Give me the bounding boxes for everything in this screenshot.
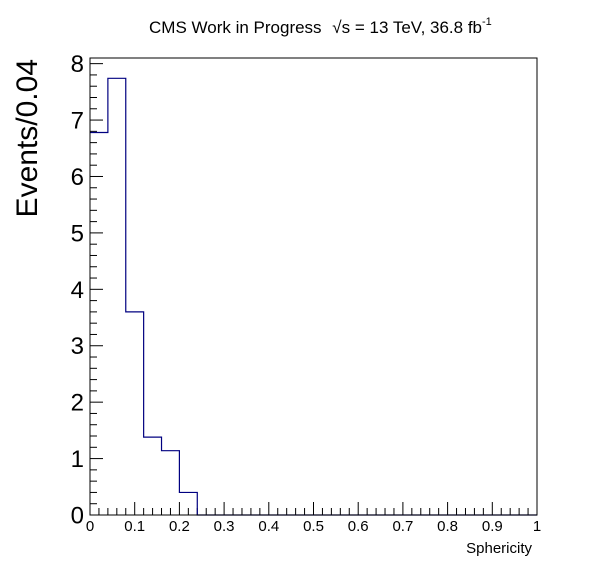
histogram-bin [144, 437, 162, 515]
y-tick-label: 4 [71, 277, 84, 304]
histogram-bins [90, 77, 537, 516]
x-tick-label: 0.4 [258, 518, 279, 535]
x-tick-label: 0.5 [303, 518, 324, 535]
x-tick-label: 0.7 [392, 518, 413, 535]
y-tick-label: 7 [71, 108, 84, 135]
y-tick-label: 3 [71, 333, 84, 360]
axis-ticks [89, 63, 538, 516]
axis-tick-labels: 0 0.1 0.2 0.3 0.4 0.5 0.6 0.7 0.8 0.9 1 0 1 2 3 4 5 6 7 8 [71, 51, 542, 535]
y-tick-label: 6 [71, 164, 84, 191]
y-tick-label: 2 [71, 390, 84, 417]
x-tick-label: 1 [533, 518, 541, 535]
y-axis-label: Events/0.04 [11, 59, 44, 217]
plot-frame [89, 57, 538, 516]
histogram-bin [90, 132, 108, 515]
histogram-bin [126, 312, 144, 515]
y-tick-label: 0 [71, 503, 84, 530]
histogram-step-line [90, 77, 537, 516]
histogram-bin [162, 451, 180, 515]
y-tick-label: 8 [71, 51, 84, 78]
x-axis-label: Sphericity [466, 540, 532, 557]
title-sqrt-s: √s [332, 18, 350, 37]
chart-title: CMS Work in Progress √s = 13 TeV, 36.8 f… [149, 16, 492, 37]
x-tick-label: 0.9 [482, 518, 503, 535]
x-tick-label: 0.2 [169, 518, 190, 535]
x-tick-label: 0.8 [437, 518, 458, 535]
y-tick-label: 5 [71, 220, 84, 247]
x-tick-label: 0.3 [214, 518, 235, 535]
histogram-bin [108, 78, 126, 515]
title-energy-lumi: = 13 TeV, 36.8 fb [350, 18, 482, 37]
x-tick-label: 0 [86, 518, 94, 535]
title-main: CMS Work in Progress [149, 18, 322, 37]
x-tick-label: 0.6 [348, 518, 369, 535]
x-tick-label: 0.1 [124, 518, 145, 535]
y-tick-label: 1 [71, 446, 84, 473]
title-lumi-exponent: -1 [482, 16, 492, 28]
